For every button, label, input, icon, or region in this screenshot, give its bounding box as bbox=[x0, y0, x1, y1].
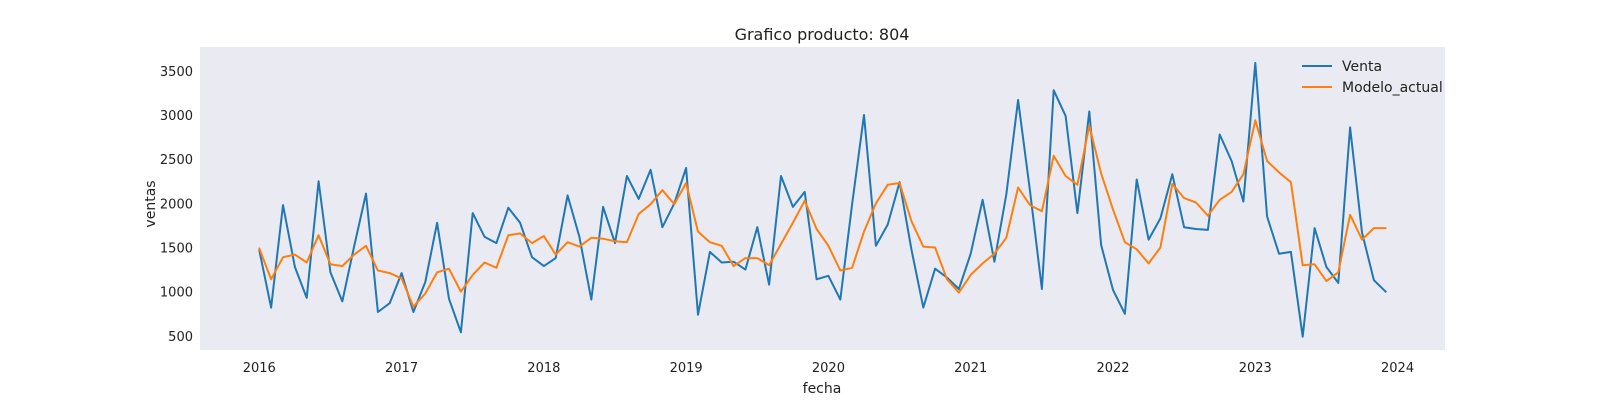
y-tick-label: 3000 bbox=[160, 109, 193, 124]
x-tick-label: 2024 bbox=[1381, 361, 1414, 376]
x-tick-label: 2019 bbox=[670, 361, 703, 376]
x-tick-label: 2016 bbox=[243, 361, 276, 376]
y-tick-label: 2500 bbox=[160, 153, 193, 168]
legend-label: Modelo_actual bbox=[1342, 80, 1443, 96]
y-tick-label: 1000 bbox=[160, 286, 193, 301]
y-tick-label: 1500 bbox=[160, 242, 193, 257]
y-tick-label: 3500 bbox=[160, 65, 193, 80]
y-tick-label: 2000 bbox=[160, 197, 193, 212]
chart-title: Grafico producto: 804 bbox=[735, 25, 910, 44]
series-line-modelo-actual bbox=[258, 119, 1387, 308]
x-tick-label: 2022 bbox=[1096, 361, 1129, 376]
y-tick-label: 500 bbox=[168, 330, 193, 345]
y-axis-label: ventas bbox=[143, 180, 159, 227]
legend-label: Venta bbox=[1342, 59, 1382, 75]
y-ticks: 500 1000 1500 2000 2500 3000 3500 bbox=[160, 65, 193, 345]
series-line-venta bbox=[258, 61, 1387, 338]
x-tick-label: 2017 bbox=[385, 361, 418, 376]
series-lines bbox=[258, 61, 1387, 338]
plot-background bbox=[200, 47, 1445, 350]
x-tick-label: 2018 bbox=[527, 361, 560, 376]
x-tick-label: 2023 bbox=[1239, 361, 1272, 376]
x-axis-label: fecha bbox=[803, 381, 842, 397]
x-tick-label: 2021 bbox=[954, 361, 987, 376]
x-tick-label: 2020 bbox=[812, 361, 845, 376]
x-ticks: 2016 2017 2018 2019 2020 2021 2022 2023 2024 bbox=[243, 361, 1414, 376]
legend: Venta Modelo_actual bbox=[1302, 59, 1443, 96]
